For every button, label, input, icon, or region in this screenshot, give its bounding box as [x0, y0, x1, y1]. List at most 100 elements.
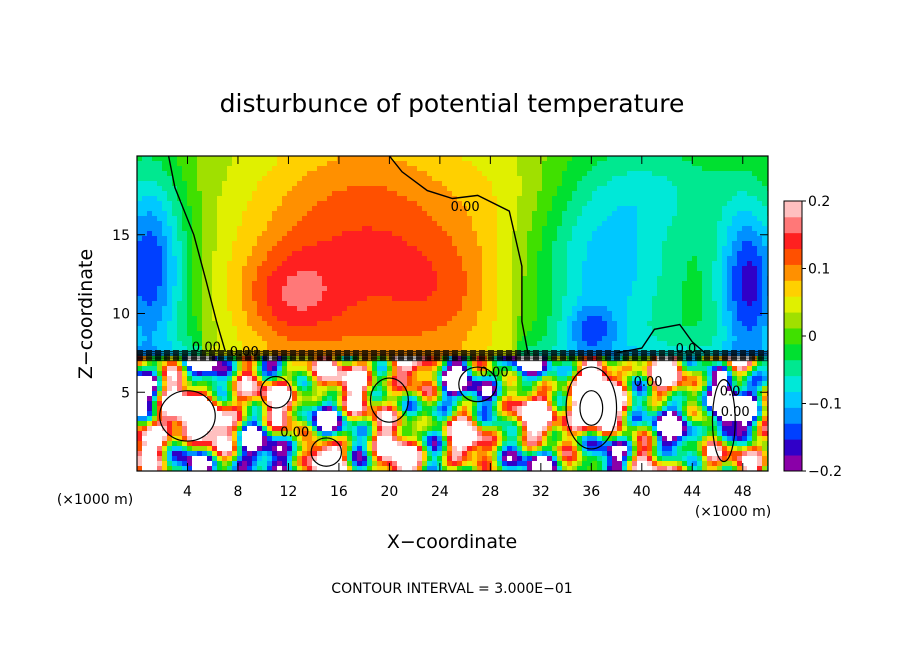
field-cell [327, 221, 333, 227]
field-cell [347, 156, 353, 162]
field-cell [552, 266, 558, 272]
field-cell [472, 261, 478, 267]
field-cell [602, 276, 608, 282]
field-cell [547, 341, 553, 347]
field-cell [197, 201, 203, 207]
field-cell [147, 281, 153, 287]
field-cell [562, 306, 568, 312]
field-cell [562, 321, 568, 327]
field-cell [192, 201, 198, 207]
field-cell [597, 261, 603, 267]
field-cell [212, 331, 218, 337]
field-cell [282, 201, 288, 207]
field-cell [632, 271, 638, 277]
field-cell [277, 191, 283, 197]
field-cell [417, 231, 423, 237]
field-cell [702, 191, 708, 197]
field-cell [617, 166, 623, 172]
field-cell [442, 271, 448, 277]
field-cell [667, 191, 673, 197]
field-cell [277, 166, 283, 172]
field-cell [412, 196, 418, 202]
field-cell [352, 216, 358, 222]
field-cell [272, 296, 278, 302]
field-cell [392, 286, 398, 292]
field-cell [152, 206, 158, 212]
field-cell [232, 171, 238, 177]
field-cell [452, 241, 458, 247]
field-cell [227, 241, 233, 247]
field-cell [317, 346, 323, 352]
field-cell [502, 261, 508, 267]
field-cell [347, 326, 353, 332]
field-cell [542, 176, 548, 182]
field-cell [627, 276, 633, 282]
field-cell [297, 166, 303, 172]
field-cell [272, 236, 278, 242]
field-cell [187, 156, 193, 162]
field-cell [552, 246, 558, 252]
field-cell [477, 281, 483, 287]
field-cell [352, 161, 358, 167]
field-cell [487, 176, 493, 182]
field-cell [392, 201, 398, 207]
field-cell [632, 206, 638, 212]
field-cell [392, 266, 398, 272]
field-cell [327, 311, 333, 317]
field-cell [647, 321, 653, 327]
field-cell [582, 156, 588, 162]
field-cell [707, 196, 713, 202]
field-cell [732, 241, 738, 247]
field-cell [537, 206, 543, 212]
field-cell [382, 271, 388, 277]
field-cell [552, 306, 558, 312]
field-cell [697, 191, 703, 197]
field-cell [377, 346, 383, 352]
field-cell [527, 171, 533, 177]
field-cell [267, 331, 273, 337]
field-cell [407, 276, 413, 282]
field-cell [312, 156, 318, 162]
field-cell [142, 206, 148, 212]
field-cell [162, 261, 168, 267]
field-cell [172, 211, 178, 217]
field-cell [177, 261, 183, 267]
field-cell [162, 201, 168, 207]
field-cell [557, 261, 563, 267]
field-cell [152, 306, 158, 312]
field-cell [602, 171, 608, 177]
field-cell [472, 276, 478, 282]
field-cell [542, 246, 548, 252]
field-cell [712, 276, 718, 282]
field-cell [377, 191, 383, 197]
field-cell [462, 281, 468, 287]
field-cell [292, 306, 298, 312]
field-cell [167, 231, 173, 237]
field-cell [542, 161, 548, 167]
field-cell [572, 301, 578, 307]
field-cell [562, 181, 568, 187]
field-cell [217, 281, 223, 287]
field-cell [382, 231, 388, 237]
field-cell [497, 291, 503, 297]
field-cell [662, 226, 668, 232]
field-cell [232, 186, 238, 192]
field-cell [197, 306, 203, 312]
field-cell [712, 251, 718, 257]
field-cell [652, 171, 658, 177]
field-cell [637, 321, 643, 327]
field-cell [257, 261, 263, 267]
field-cell [562, 176, 568, 182]
field-cell [137, 261, 143, 267]
field-cell [187, 301, 193, 307]
field-cell [477, 191, 483, 197]
field-cell [167, 291, 173, 297]
field-cell [742, 341, 748, 347]
field-cell [477, 211, 483, 217]
field-cell [227, 336, 233, 342]
field-cell [727, 311, 733, 317]
field-cell [397, 251, 403, 257]
field-cell [612, 241, 618, 247]
field-cell [602, 301, 608, 307]
field-cell [737, 246, 743, 252]
